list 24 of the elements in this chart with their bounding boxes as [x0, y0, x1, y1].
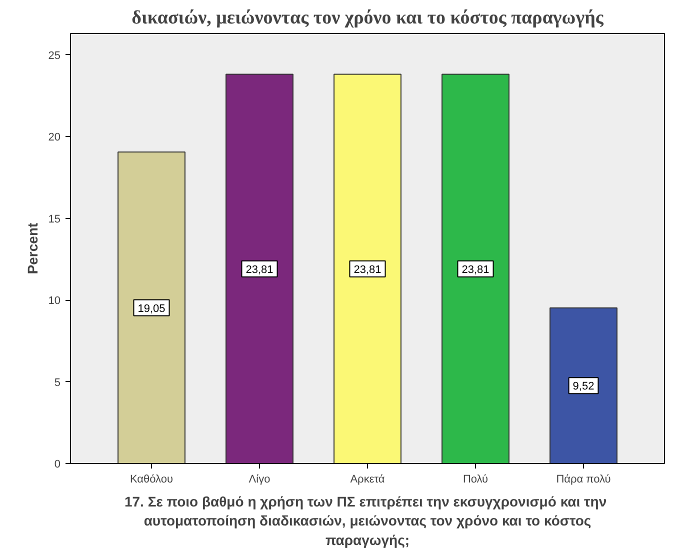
x-axis-title: 17. Σε ποιο βαθμό η χρήση των ΠΣ επιτρέπει την εκσυγχρονισμό και την αυτοματοποίηση διαδικασιών, μειώνοντας τον χρόνο και το κόστος παραγωγής; [124, 494, 607, 548]
data-label: 9,52 [572, 380, 594, 393]
bar [334, 74, 402, 464]
y-tick-label: 20 [48, 132, 61, 144]
y-tick-label: 0 [54, 458, 61, 470]
bar [550, 307, 618, 464]
data-label: 23,81 [462, 264, 490, 276]
data-label: 23,81 [246, 264, 274, 276]
y-tick-label: 15 [48, 213, 61, 226]
data-label: 19,05 [138, 302, 166, 315]
y-tick-label: 10 [48, 295, 61, 307]
bar [442, 74, 510, 464]
x-tick-label: Πολύ [462, 474, 488, 486]
x-tick-label: Αρκετά [350, 474, 386, 486]
x-tick-label: Πάρα πολύ [556, 474, 611, 486]
y-tick-label: 25 [48, 50, 61, 62]
chart-title: δικασιών, μειώνοντας τον χρόνο και το κόστος παραγωγής [132, 8, 604, 28]
y-axis-title: Percent [24, 222, 40, 274]
bar [118, 152, 186, 464]
y-tick-label: 5 [54, 376, 61, 389]
x-tick-label: Λίγο [248, 474, 270, 486]
x-tick-label: Καθόλου [130, 474, 174, 486]
data-label: 23,81 [354, 264, 382, 276]
bar [226, 74, 294, 464]
